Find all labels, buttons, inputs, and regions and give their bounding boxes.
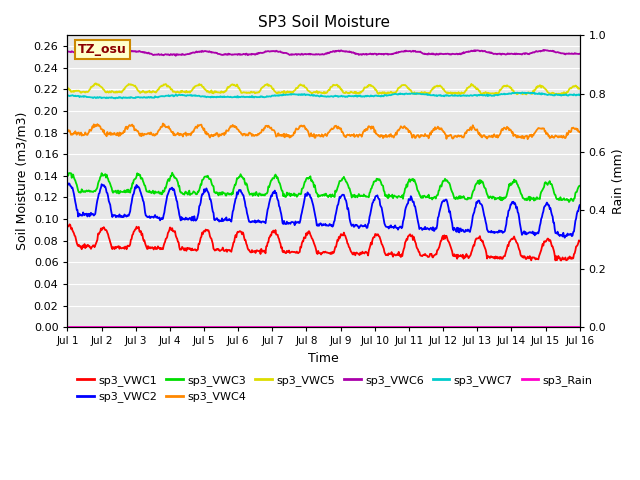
Y-axis label: Rain (mm): Rain (mm)	[612, 148, 625, 214]
Title: SP3 Soil Moisture: SP3 Soil Moisture	[257, 15, 390, 30]
Text: TZ_osu: TZ_osu	[77, 43, 127, 56]
Legend: sp3_VWC1, sp3_VWC2, sp3_VWC3, sp3_VWC4, sp3_VWC5, sp3_VWC6, sp3_VWC7, sp3_Rain: sp3_VWC1, sp3_VWC2, sp3_VWC3, sp3_VWC4, …	[73, 371, 597, 407]
X-axis label: Time: Time	[308, 352, 339, 365]
Y-axis label: Soil Moisture (m3/m3): Soil Moisture (m3/m3)	[15, 112, 28, 251]
